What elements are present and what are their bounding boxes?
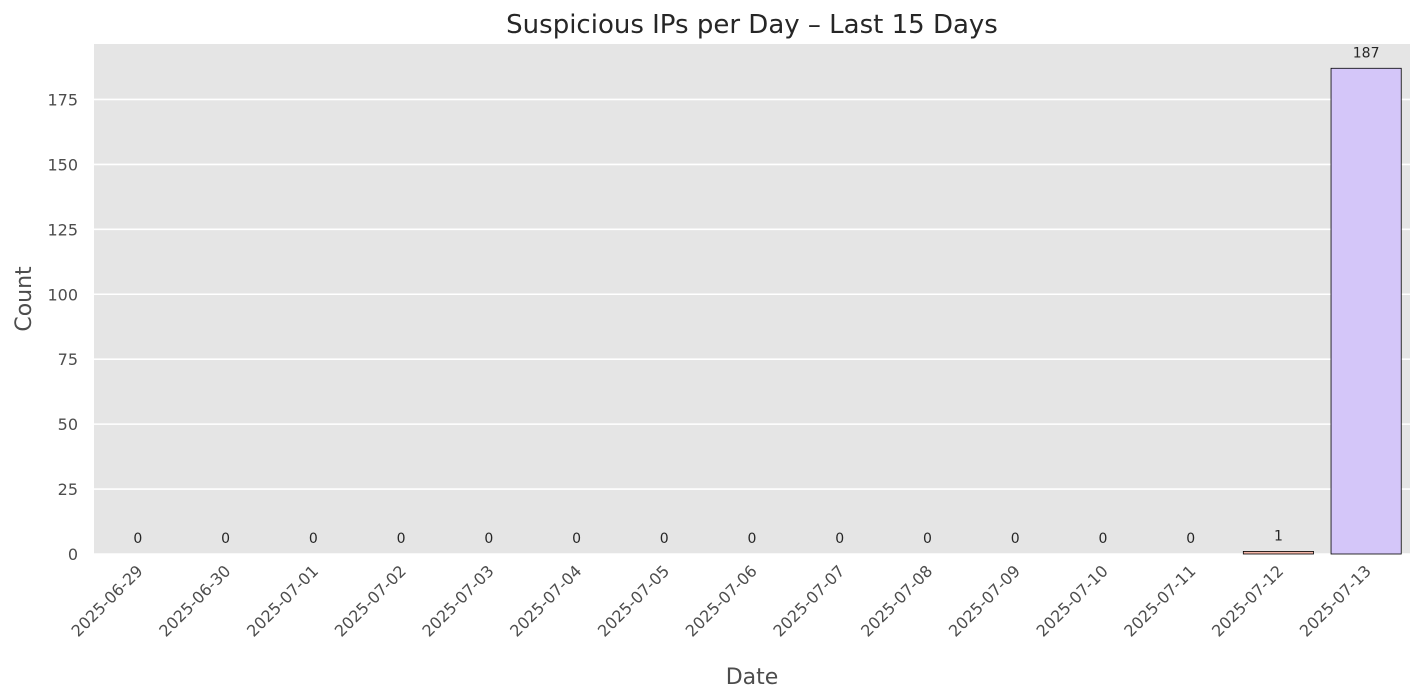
bar-value-label: 0: [748, 531, 757, 547]
bar-value-label: 187: [1353, 45, 1380, 61]
x-tick-label: 2025-07-01: [243, 561, 322, 640]
x-tick-label: 2025-07-07: [769, 561, 848, 640]
bar-value-label: 0: [835, 531, 844, 547]
bar-2025-07-12: [1242, 551, 1314, 555]
y-tick-label: 125: [47, 220, 78, 239]
bar-value-label: 0: [923, 531, 932, 547]
x-tick-label: 2025-07-04: [506, 561, 585, 640]
y-tick-label: 175: [47, 90, 78, 109]
x-tick-label: 2025-06-29: [68, 561, 147, 640]
y-tick-label: 0: [68, 545, 78, 564]
y-tick-label: 150: [47, 155, 78, 174]
x-tick-label: 2025-06-30: [155, 561, 234, 640]
x-tick-label: 2025-07-02: [331, 561, 410, 640]
x-tick-label: 2025-07-05: [594, 561, 673, 640]
bar-value-label: 0: [309, 531, 318, 547]
x-tick-label: 2025-07-08: [857, 561, 936, 640]
x-axis-label: Date: [726, 665, 779, 690]
bar-value-label: 0: [1011, 531, 1020, 547]
x-tick-label: 2025-07-13: [1296, 561, 1375, 640]
x-tick-label: 2025-07-12: [1208, 561, 1287, 640]
bar-value-label: 0: [1186, 531, 1195, 547]
bar-value-label: 0: [484, 531, 493, 547]
y-tick-label: 75: [58, 350, 78, 369]
bar-value-label: 0: [1098, 531, 1107, 547]
x-axis-ticks: 2025-06-29 2025-06-30 2025-07-01 2025-07-02…: [68, 561, 1375, 640]
y-tick-label: 100: [47, 285, 78, 304]
bars: [1242, 67, 1402, 555]
y-axis-ticks: 0 25 50 75 100 125 150 175: [47, 90, 78, 564]
x-tick-label: 2025-07-10: [1033, 561, 1112, 640]
x-tick-label: 2025-07-11: [1120, 561, 1199, 640]
y-tick-label: 25: [58, 480, 78, 499]
bar-data-labels: 0 0 0 0 0 0 0 0 0 0 0 0 0 1 187: [133, 45, 1379, 547]
y-tick-label: 50: [58, 415, 78, 434]
bar-value-label: 0: [397, 531, 406, 547]
bar-value-label: 1: [1274, 528, 1283, 544]
bar-value-label: 0: [572, 531, 581, 547]
bar-value-label: 0: [221, 531, 230, 547]
y-axis-label: Count: [12, 266, 37, 332]
x-tick-label: 2025-07-03: [418, 561, 497, 640]
x-tick-label: 2025-07-06: [682, 561, 761, 640]
plot-area: [94, 44, 1410, 554]
bar-value-label: 0: [133, 531, 142, 547]
chart-title: Suspicious IPs per Day – Last 15 Days: [506, 10, 998, 40]
x-tick-label: 2025-07-09: [945, 561, 1024, 640]
bar-value-label: 0: [660, 531, 669, 547]
gridlines: [94, 98, 1410, 555]
bar-2025-07-13: [1330, 67, 1402, 555]
